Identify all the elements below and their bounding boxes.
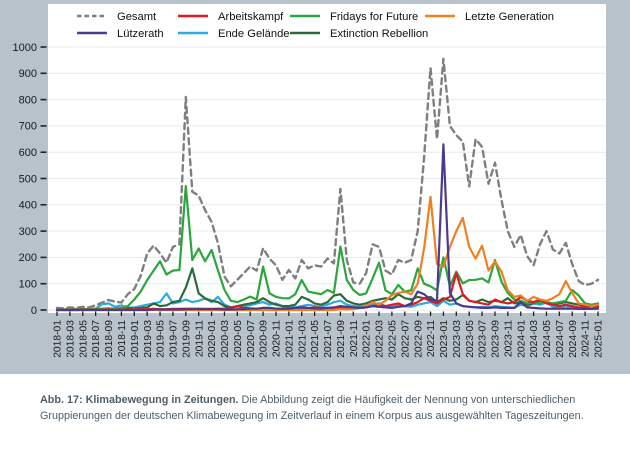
y-tick-label: 900	[19, 68, 37, 80]
x-tick-label: 2023-01	[439, 320, 450, 358]
x-tick-label: 2020-03	[220, 320, 231, 358]
x-tick-label: 2022-05	[388, 320, 399, 358]
x-tick-label: 2020-01	[207, 320, 218, 358]
x-tick-label: 2024-01	[516, 320, 527, 358]
x-tick-label: 2024-03	[529, 320, 540, 358]
x-tick-label: 2018-07	[91, 320, 102, 358]
x-tick-label: 2020-07	[246, 320, 257, 358]
series-line-l-tzerath	[55, 143, 600, 312]
x-tick-label: 2019-01	[130, 320, 141, 358]
legend-label: Letzte Generation	[465, 11, 554, 23]
y-tick-label: 500	[19, 173, 37, 185]
x-tick-label: 2023-09	[491, 320, 502, 358]
y-tick-label: 100	[19, 279, 37, 291]
legend-label: Ende Gelände	[218, 28, 290, 40]
x-tick-label: 2019-09	[181, 320, 192, 358]
x-tick-label: 2018-09	[104, 320, 115, 358]
x-tick-label: 2021-05	[310, 320, 321, 358]
y-tick-label: 400	[19, 200, 37, 212]
x-tick-label: 2022-11	[426, 320, 437, 357]
y-tick-label: 600	[19, 147, 37, 159]
chart-panel: 0 100 200 300 400 500 600 700 800 900 1000 2018-01 2…	[0, 0, 630, 374]
x-tick-label: 2021-11	[349, 320, 360, 357]
plot-area	[48, 4, 606, 313]
x-tick-label: 2024-05	[542, 320, 553, 358]
x-tick-label: 2023-03	[452, 320, 463, 358]
y-tick-label: 700	[19, 121, 37, 133]
x-tick-label: 2021-03	[297, 320, 308, 358]
x-tick-label: 2020-11	[272, 320, 283, 357]
x-tick-label: 2018-01	[53, 320, 64, 358]
y-tick-label: 300	[19, 226, 37, 238]
x-tick-label: 2019-11	[194, 320, 205, 357]
x-tick-label: 2018-11	[117, 320, 128, 357]
x-tick-label: 2023-05	[465, 320, 476, 358]
y-tick-label: 1000	[13, 42, 37, 54]
x-tick-label: 2022-09	[413, 320, 424, 358]
series-line-fridays-for-future	[55, 185, 600, 311]
x-tick-label: 2019-07	[169, 320, 180, 358]
x-tick-label: 2019-03	[143, 320, 154, 358]
x-tick-label: 2018-05	[78, 320, 89, 358]
x-tick-label: 2022-01	[362, 320, 373, 358]
x-tick-label: 2023-07	[478, 320, 489, 358]
figure-caption: Abb. 17: Klimabewegung in Zeitungen. Die…	[40, 392, 595, 424]
x-tick-label: 2018-03	[65, 320, 76, 358]
x-tick-label: 2024-11	[581, 320, 592, 357]
x-tick-label: 2019-05	[156, 320, 167, 358]
x-tick-label: 2020-09	[259, 320, 270, 358]
y-tick-label: 0	[31, 305, 37, 317]
x-tick-label: 2024-09	[568, 320, 579, 358]
x-tick-label: 2021-09	[336, 320, 347, 358]
y-tick-label: 200	[19, 252, 37, 264]
x-tick-label: 2023-11	[503, 320, 514, 357]
x-tick-label: 2021-07	[323, 320, 334, 358]
x-tick-label: 2021-01	[284, 320, 295, 358]
caption-label: Abb. 17: Klimabewegung in Zeitungen.	[40, 394, 239, 406]
x-tick-label: 2022-03	[375, 320, 386, 358]
legend-label: Arbeitskampf	[218, 11, 284, 23]
series-line-extinction-rebellion	[55, 267, 600, 312]
x-tick-label: 2025-01	[594, 320, 605, 358]
x-tick-label: 2022-07	[400, 320, 411, 358]
legend-label: Extinction Rebellion	[330, 28, 428, 40]
series-line-gesamt	[55, 57, 600, 310]
x-tick-label: 2024-07	[555, 320, 566, 358]
x-tick-label: 2020-05	[233, 320, 244, 358]
caption-body: Die Abbildung zeigt die Häufigkeit der N…	[40, 394, 584, 422]
legend-label: Fridays for Future	[330, 11, 418, 23]
y-tick-label: 800	[19, 94, 37, 106]
legend-label: Gesamt	[117, 11, 157, 23]
legend-label: Lützerath	[117, 28, 164, 40]
